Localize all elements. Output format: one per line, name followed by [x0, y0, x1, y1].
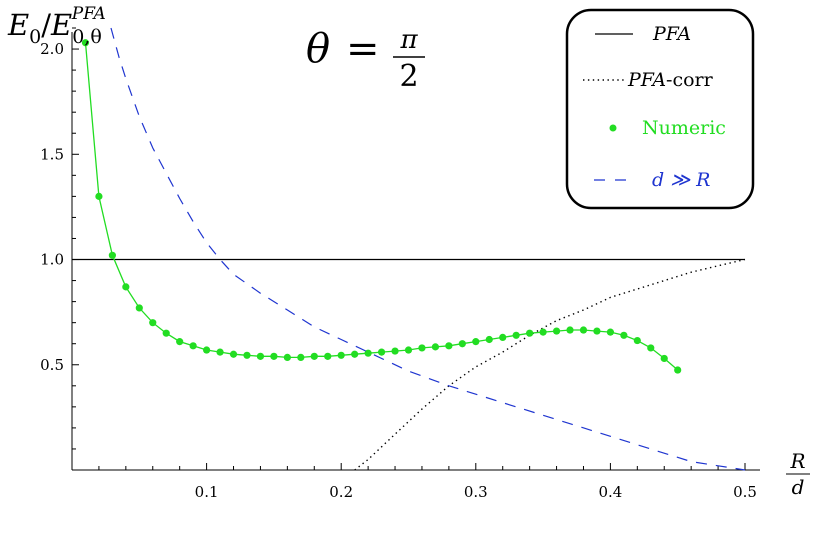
series-numeric-point: [149, 319, 157, 327]
y-tick-label: 2.0: [40, 40, 64, 58]
series-numeric-point: [499, 333, 507, 341]
series-numeric-point: [256, 352, 265, 360]
series-numeric-point: [606, 328, 615, 336]
theta-annotation: θ = π 2: [306, 25, 425, 94]
svg-text:d: d: [792, 475, 805, 499]
x-axis-label: R d: [786, 449, 810, 499]
svg-text:Numeric: Numeric: [642, 117, 726, 139]
x-tick-label: 0.3: [464, 483, 488, 501]
series-numeric-point: [660, 354, 668, 363]
series-numeric-point: [297, 353, 305, 361]
y-ticks: 0.5 1.0 1.5 2.0: [40, 27, 79, 471]
series-numeric-point: [135, 304, 143, 312]
series-numeric-point: [377, 348, 386, 356]
series-numeric-point: [458, 340, 466, 348]
x-tick-label: 0.2: [329, 483, 353, 501]
series-layer: [72, 27, 746, 471]
svg-text:θ: θ: [306, 26, 330, 72]
x-tick-label: 0.5: [733, 483, 757, 501]
series-numeric-point: [189, 342, 197, 350]
series-numeric-point: [203, 346, 211, 354]
svg-text:PFA: PFA: [652, 23, 691, 45]
series-numeric-point: [485, 335, 493, 344]
series-numeric-point: [674, 366, 682, 374]
series-numeric-point: [337, 351, 345, 359]
x-tick-label: 0.4: [598, 483, 622, 501]
legend: PFA PFA-corr Numeric d ≫ R: [565, 8, 755, 210]
series-numeric-point: [472, 338, 480, 346]
svg-text:π: π: [399, 25, 418, 55]
series-numeric-point: [310, 352, 318, 360]
series-numeric-point: [81, 39, 90, 47]
series-numeric-point: [351, 350, 359, 358]
svg-text:PFA-corr: PFA-corr: [627, 69, 714, 91]
series-numeric-point: [283, 353, 291, 361]
legend-box: [565, 8, 755, 210]
y-tick-label: 1.0: [40, 251, 64, 269]
series-numeric-point: [404, 346, 413, 354]
series-numeric-point: [620, 331, 628, 339]
series-numeric-point: [593, 327, 601, 335]
x-ticks: 0.1 0.2 0.3 0.4 0.5: [71, 463, 757, 501]
series-numeric-point: [445, 342, 453, 350]
series-numeric-point: [647, 344, 655, 352]
x-tick-label: 0.1: [195, 483, 219, 501]
series-numeric-point: [364, 349, 372, 357]
series-large_d: [110, 27, 746, 471]
series-numeric-point: [552, 327, 561, 335]
series-numeric-point: [108, 251, 116, 259]
series-numeric-point: [512, 331, 520, 339]
series-numeric-point: [270, 352, 278, 360]
legend-entry-large-d: d ≫ R: [594, 169, 710, 191]
series-numeric-point: [176, 338, 184, 346]
series-numeric-point: [431, 343, 440, 351]
svg-text:R: R: [789, 449, 805, 473]
legend-entry-pfa-corr: PFA-corr: [583, 69, 714, 91]
series-numeric-point: [391, 347, 399, 355]
legend-entry-pfa: PFA: [595, 23, 691, 45]
series-numeric-point: [579, 326, 588, 334]
series-numeric-point: [122, 283, 130, 291]
series-numeric-point: [566, 326, 574, 334]
series-numeric-point: [633, 336, 641, 345]
legend-entry-numeric: Numeric: [609, 117, 726, 139]
series-numeric-point: [216, 348, 224, 356]
series-pfa_corr: [354, 258, 746, 471]
series-numeric-point: [526, 329, 534, 337]
y-axis-label: E0/E0,θPFA: [7, 4, 106, 48]
svg-text:=: =: [346, 26, 380, 72]
series-numeric-point: [229, 350, 238, 358]
y-tick-label: 0.5: [40, 356, 64, 374]
series-numeric-point: [324, 352, 332, 360]
y-tick-label: 1.5: [40, 145, 64, 163]
series-numeric-point: [539, 328, 547, 336]
series-numeric-point: [162, 329, 170, 337]
svg-text:d ≫ R: d ≫ R: [652, 169, 710, 191]
series-numeric-point: [243, 351, 251, 359]
svg-text:2: 2: [399, 59, 418, 94]
series-numeric-point: [418, 344, 426, 352]
series-numeric-point: [95, 192, 103, 200]
